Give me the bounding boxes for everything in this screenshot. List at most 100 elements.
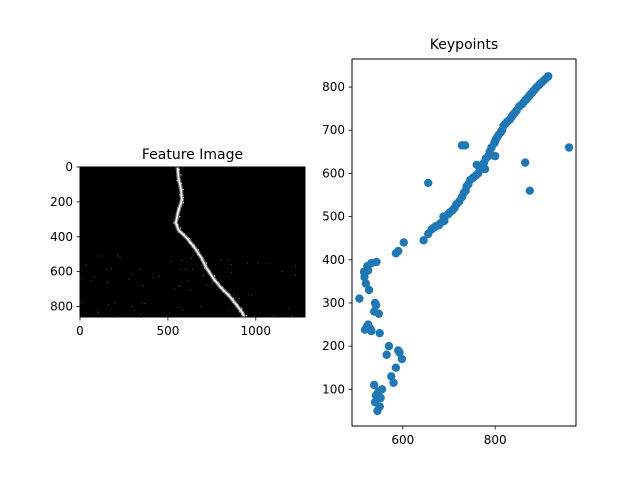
keypoint (384, 341, 394, 351)
noise-pixel (131, 306, 133, 308)
y-tick-label: 600 (50, 265, 73, 279)
ridge-speckle (197, 254, 199, 256)
keypoint (525, 186, 535, 195)
noise-pixel (105, 269, 107, 271)
ridge-speckle (227, 295, 229, 297)
keypoint (363, 320, 373, 329)
noise-pixel (90, 280, 92, 281)
noise-pixel (247, 262, 248, 264)
noise-pixel (227, 259, 229, 260)
noise-pixel (191, 257, 192, 259)
ridge-speckle (197, 249, 199, 251)
keypoints-y-axis: 100 200 300 400 500 600 700 800 (322, 80, 352, 396)
noise-pixel (108, 304, 109, 305)
noise-pixel (228, 308, 230, 310)
y-tick-label: 400 (50, 230, 73, 244)
y-tick-label: 200 (322, 339, 345, 353)
x-tick-label: 0 (76, 324, 84, 338)
noise-pixel (231, 271, 232, 273)
ridge-speckle (218, 284, 220, 286)
ridge-speckle (212, 278, 215, 280)
noise-pixel (187, 280, 189, 282)
keypoint (419, 236, 428, 245)
keypoint (372, 257, 381, 267)
ridge-speckle (182, 196, 185, 199)
ridge-speckle (176, 171, 179, 173)
ridge-speckle (214, 275, 216, 277)
noise-pixel (248, 294, 249, 296)
ridge-speckle (177, 229, 180, 231)
ridge-speckle (188, 237, 190, 240)
noise-pixel (190, 289, 192, 291)
ridge-speckle (241, 307, 243, 309)
noise-pixel (294, 274, 296, 276)
ridge-speckle (203, 267, 206, 269)
keypoint (361, 279, 371, 288)
keypoint (382, 350, 391, 359)
y-tick-label: 0 (65, 160, 73, 174)
ridge-speckle (179, 216, 181, 218)
keypoints-panel: Keypoints 600 800 100 200 300 400 500 600 700 80… (322, 37, 577, 447)
noise-pixel (98, 255, 100, 257)
keypoint (472, 160, 481, 169)
ridge-speckle (180, 199, 182, 201)
noise-pixel (200, 306, 202, 308)
noise-pixel (182, 308, 184, 310)
ridge-core (175, 167, 246, 317)
ridge-speckle (178, 169, 180, 171)
noise-pixel (114, 302, 116, 304)
ridge-speckle (180, 204, 182, 206)
noise-pixel (269, 263, 271, 265)
ridge-speckle (201, 259, 203, 261)
keypoints-scatter (355, 72, 574, 416)
noise-pixel (215, 279, 217, 281)
noise-pixel (117, 254, 118, 256)
keypoint (363, 266, 373, 275)
noise-pixel (212, 280, 214, 281)
ridge-speckle (182, 202, 185, 204)
ridge-speckle (180, 182, 182, 185)
y-tick-label: 200 (50, 195, 73, 209)
noise-pixel (81, 301, 83, 303)
noise-pixel (239, 298, 240, 299)
keypoint (391, 363, 401, 372)
y-tick-label: 300 (322, 296, 345, 310)
noise-pixel (97, 312, 99, 314)
noise-pixel (140, 314, 141, 316)
noise-pixel (85, 263, 87, 265)
y-tick-label: 600 (322, 166, 345, 180)
keypoint (375, 328, 384, 338)
ridge-speckle (178, 210, 181, 212)
y-tick-label: 800 (322, 80, 345, 94)
ridge-speckle (212, 280, 215, 282)
x-tick-label: 1000 (241, 324, 272, 338)
keypoint (393, 246, 403, 256)
noise-pixel (231, 264, 232, 265)
ridge-speckle (177, 223, 179, 226)
noise-pixel (81, 276, 83, 278)
noise-pixel (110, 268, 112, 270)
noise-pixel (291, 315, 293, 316)
keypoint (397, 354, 407, 364)
noise-pixel (212, 283, 213, 285)
keypoint (544, 72, 553, 81)
noise-pixel (234, 300, 236, 302)
ridge-speckle (222, 288, 224, 291)
ridge-speckle (183, 233, 186, 235)
keypoint (460, 141, 470, 150)
ridge-speckle (208, 272, 211, 274)
noise-pixel (131, 272, 133, 274)
ridge-speckle (232, 297, 235, 299)
noise-pixel (174, 288, 176, 290)
ridge-speckle (180, 174, 182, 176)
ridge-speckle (179, 186, 181, 188)
keypoint (564, 143, 574, 152)
noise-pixel (119, 257, 121, 259)
noise-pixel (181, 259, 183, 261)
ridge-speckle (236, 305, 238, 308)
noise-pixel (178, 285, 180, 287)
ridge-speckle (232, 302, 234, 304)
noise-pixel (142, 284, 144, 286)
keypoint (395, 348, 404, 357)
ridge-speckle (180, 191, 183, 193)
